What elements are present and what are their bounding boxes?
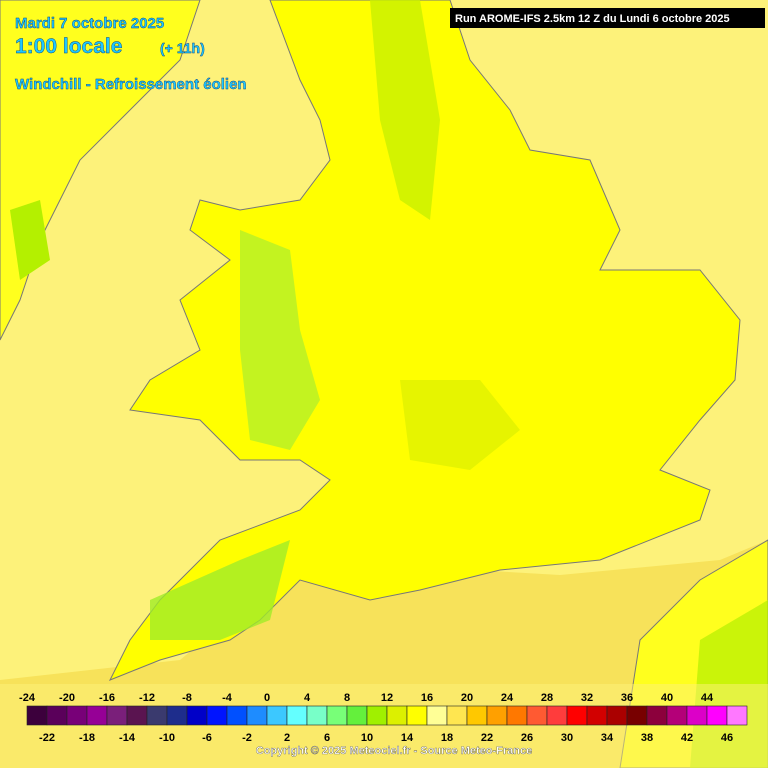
color-swatch <box>726 705 748 726</box>
legend-tick-label: -20 <box>59 692 75 704</box>
color-swatch <box>626 705 648 726</box>
color-swatch <box>586 705 608 726</box>
legend-tick-label: 34 <box>601 732 614 744</box>
legend-tick-label: 28 <box>541 692 553 704</box>
color-swatch <box>66 705 88 726</box>
legend-tick-label: -2 <box>242 732 252 744</box>
color-swatch <box>366 705 388 726</box>
color-swatch <box>666 705 688 726</box>
parameter: Windchill - Refroissement éolien <box>15 76 247 93</box>
legend-tick-label: 46 <box>721 732 733 744</box>
legend-tick-label: 44 <box>701 692 714 704</box>
color-swatch <box>166 705 188 726</box>
legend-tick-label: -16 <box>99 692 115 704</box>
legend-tick-label: 20 <box>461 692 473 704</box>
color-swatch <box>486 705 508 726</box>
legend-tick-label: -4 <box>222 692 233 704</box>
color-swatch <box>246 705 268 726</box>
legend-tick-label: 22 <box>481 732 493 744</box>
run-info: Run AROME-IFS 2.5km 12 Z du Lundi 6 octo… <box>455 13 730 25</box>
wales-highland <box>240 230 320 450</box>
ireland <box>0 0 201 341</box>
legend-tick-label: 4 <box>304 692 311 704</box>
color-swatch <box>266 705 288 726</box>
color-swatch <box>466 705 488 726</box>
legend-tick-label: -8 <box>182 692 192 704</box>
ireland-highland <box>10 200 50 280</box>
legend-tick-label: -18 <box>79 732 95 744</box>
color-swatch <box>206 705 228 726</box>
legend-tick-label: 24 <box>501 692 514 704</box>
color-swatch <box>406 705 428 726</box>
copyright: Copyright © 2025 Meteociel.fr - Source M… <box>256 745 532 757</box>
legend-tick-label: 18 <box>441 732 453 744</box>
legend-background <box>0 684 768 768</box>
color-swatch <box>706 705 728 726</box>
legend-tick-label: -22 <box>39 732 55 744</box>
color-swatch <box>106 705 128 726</box>
color-swatch <box>446 705 468 726</box>
color-swatch <box>606 705 628 726</box>
legend-tick-label: 14 <box>401 732 414 744</box>
color-swatch <box>346 705 368 726</box>
color-swatch <box>306 705 328 726</box>
pennines <box>370 0 440 220</box>
color-swatch <box>146 705 168 726</box>
legend-tick-label: 42 <box>681 732 693 744</box>
color-swatch <box>26 705 48 726</box>
legend-tick-label: -10 <box>159 732 175 744</box>
legend-tick-label: -14 <box>119 732 136 744</box>
color-swatch <box>126 705 148 726</box>
time: 1:00 locale <box>15 35 122 58</box>
legend-tick-label: 30 <box>561 732 573 744</box>
legend-tick-label: 10 <box>361 732 373 744</box>
colorbar: -24-22-20-18-16-14-12-10-8-6-4-202468101… <box>19 692 748 744</box>
color-swatch <box>326 705 348 726</box>
legend-tick-label: 2 <box>284 732 290 744</box>
color-swatch <box>526 705 548 726</box>
legend-tick-label: 32 <box>581 692 593 704</box>
legend-tick-label: -24 <box>19 692 36 704</box>
southwest-highland <box>150 540 290 640</box>
color-swatch <box>226 705 248 726</box>
legend-tick-label: 12 <box>381 692 393 704</box>
legend-tick-label: 36 <box>621 692 633 704</box>
color-swatch <box>86 705 108 726</box>
color-swatch <box>646 705 668 726</box>
color-swatch <box>186 705 208 726</box>
legend-tick-label: 40 <box>661 692 673 704</box>
color-swatch <box>546 705 568 726</box>
offset: (+ 11h) <box>160 40 205 56</box>
run-box <box>450 8 765 28</box>
legend-tick-label: -6 <box>202 732 212 744</box>
color-swatch <box>46 705 68 726</box>
legend-tick-label: 26 <box>521 732 533 744</box>
legend-tick-label: 8 <box>344 692 350 704</box>
legend-tick-label: -12 <box>139 692 155 704</box>
color-swatch <box>686 705 708 726</box>
legend-tick-label: 0 <box>264 692 270 704</box>
midlands-high <box>400 380 520 470</box>
color-swatch <box>566 705 588 726</box>
color-swatch <box>386 705 408 726</box>
color-swatch <box>286 705 308 726</box>
great-britain <box>108 0 741 681</box>
color-swatch <box>426 705 448 726</box>
legend-tick-label: 38 <box>641 732 653 744</box>
date: Mardi 7 octobre 2025 <box>15 15 164 32</box>
legend-tick-label: 16 <box>421 692 433 704</box>
legend-tick-label: 6 <box>324 732 330 744</box>
color-swatch <box>506 705 528 726</box>
